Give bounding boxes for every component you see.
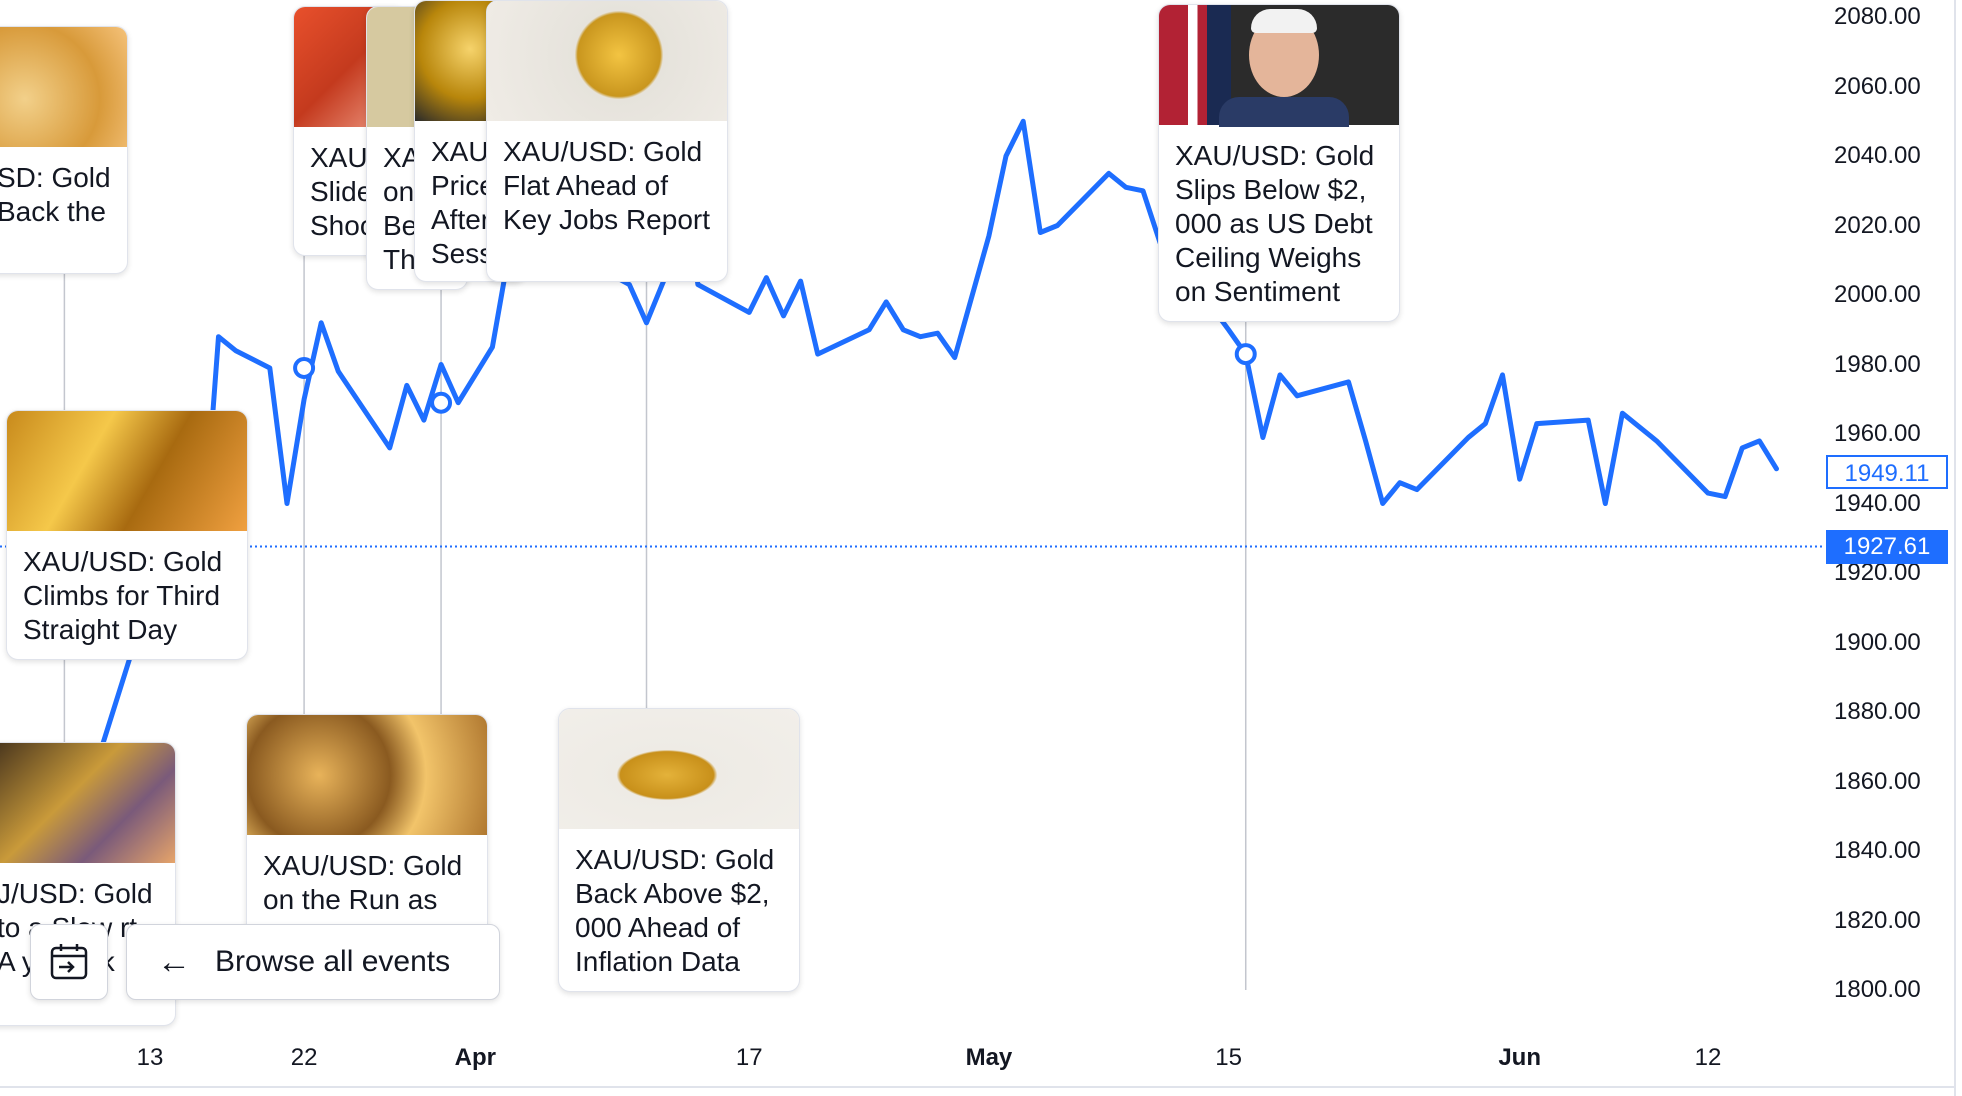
event-marker[interactable] xyxy=(1234,343,1257,366)
event-title: XAU/USD: Gold Slips Below $2, 000 as US … xyxy=(1175,140,1375,307)
browse-all-events-button[interactable]: ← Browse all events xyxy=(126,924,500,1000)
y-tick-label: 2040.00 xyxy=(1834,142,1921,169)
event-thumbnail xyxy=(247,715,487,835)
y-tick-label: 2020.00 xyxy=(1834,211,1921,239)
browse-all-events-label: Browse all events xyxy=(215,945,451,978)
y-tick-label: 1940.00 xyxy=(1834,489,1921,517)
x-tick-label: 15 xyxy=(1215,1044,1242,1071)
x-tick-label: Jun xyxy=(1498,1044,1541,1071)
y-tick-label: 1860.00 xyxy=(1834,767,1921,795)
x-tick-label: May xyxy=(965,1044,1013,1071)
y-tick-label: 1820.00 xyxy=(1834,906,1921,934)
y-tick-label: 1840.00 xyxy=(1834,837,1921,864)
y-tick-label: 2080.00 xyxy=(1834,3,1921,30)
y-tick-label: 2000.00 xyxy=(1834,281,1921,308)
event-card-partial[interactable]: SD: Gold Back the xyxy=(0,26,128,274)
event-title: XAU/USD: Gold Flat Ahead of Key Jobs Rep… xyxy=(503,136,710,235)
y-tick-label: 1900.00 xyxy=(1834,628,1921,656)
event-title: XAU/USD: Gold Climbs for Third Straight … xyxy=(23,546,223,645)
event-marker[interactable] xyxy=(293,356,316,379)
y-tick-label: 1960.00 xyxy=(1834,420,1921,447)
y-tick-label: 2060.00 xyxy=(1834,72,1921,100)
current-price-tag: 1949.11 xyxy=(1826,454,1948,489)
event-thumbnail xyxy=(7,411,247,531)
event-card[interactable]: XAU/USD: Gold on the Run as xyxy=(246,714,488,948)
average-price-tag: 1927.61 xyxy=(1826,529,1948,564)
event-thumbnail xyxy=(1159,5,1399,127)
event-title: XA on Be Th xyxy=(383,142,419,275)
arrow-left-icon: ← xyxy=(157,942,191,981)
event-marker[interactable] xyxy=(430,391,453,414)
event-thumbnail xyxy=(0,743,175,863)
event-title: XAU/USD: Gold Back Above $2, 000 Ahead o… xyxy=(575,844,775,977)
y-tick-label: 1880.00 xyxy=(1834,698,1921,725)
event-title: XAU/USD: Gold on the Run as xyxy=(263,850,463,915)
event-title: XAU Price After Sess xyxy=(431,136,495,269)
event-title: XAU Slide Shoc xyxy=(310,142,374,241)
x-tick-label: 17 xyxy=(735,1044,763,1071)
x-tick-label: Apr xyxy=(454,1044,496,1071)
event-card[interactable]: XAU/USD: Gold Slips Below $2, 000 as US … xyxy=(1158,4,1400,322)
calendar-button[interactable] xyxy=(30,924,108,1000)
event-title: SD: Gold Back the xyxy=(0,162,111,227)
portrait-suit xyxy=(1219,97,1349,127)
y-tick-label: 1800.00 xyxy=(1834,976,1921,1003)
price-series-line xyxy=(61,118,1779,930)
x-tick-label: 13 xyxy=(136,1044,164,1071)
x-tick-label: 22 xyxy=(290,1044,318,1071)
event-card[interactable]: XAU/USD: Gold Climbs for Third Straight … xyxy=(6,410,248,660)
event-card[interactable]: XAU/USD: Gold Flat Ahead of Key Jobs Rep… xyxy=(486,0,728,282)
event-thumbnail xyxy=(559,709,799,829)
x-tick-label: 12 xyxy=(1694,1044,1722,1071)
event-thumbnail xyxy=(0,27,127,147)
chart-right-border xyxy=(1954,0,1956,1096)
chart-bottom-border xyxy=(0,1086,1956,1088)
portrait-hair xyxy=(1251,9,1317,33)
y-tick-label: 1980.00 xyxy=(1834,350,1921,378)
event-card[interactable]: XAU/USD: Gold Back Above $2, 000 Ahead o… xyxy=(558,708,800,992)
calendar-icon xyxy=(50,944,88,980)
event-thumbnail xyxy=(487,1,727,121)
